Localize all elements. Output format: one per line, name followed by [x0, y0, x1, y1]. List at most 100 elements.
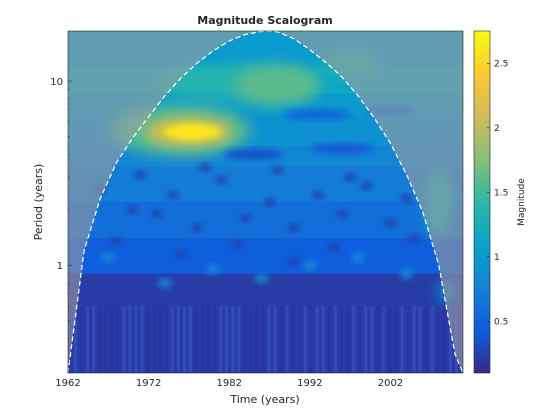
heatmap-fine-texture — [68, 306, 463, 373]
heatmap-feature — [271, 165, 284, 174]
heatmap-feature — [126, 205, 139, 214]
heatmap-feature — [283, 109, 352, 120]
heatmap-feature — [157, 278, 172, 289]
x-axis-label: Time (years) — [229, 393, 299, 406]
heatmap-feature — [263, 198, 276, 207]
heatmap-feature — [150, 209, 163, 218]
heatmap-texture-stripe — [327, 306, 331, 373]
heatmap-feature — [134, 170, 147, 179]
heatmap-feature — [399, 268, 414, 279]
heatmap-texture-stripe — [116, 306, 120, 373]
heatmap-texture-stripe — [92, 306, 96, 373]
heatmap-texture-stripe — [128, 306, 132, 373]
heatmap-texture-stripe — [334, 306, 338, 373]
heatmap-texture-stripe — [376, 306, 380, 373]
heatmap-feature — [239, 214, 252, 223]
heatmap-texture-stripe — [207, 306, 211, 373]
heatmap-texture-stripe — [309, 306, 313, 373]
heatmap-feature — [101, 252, 116, 263]
y-axis-label: Period (years) — [32, 164, 45, 241]
x-tick-label: 1972 — [136, 378, 161, 389]
heatmap-texture-stripe — [170, 306, 174, 373]
heatmap-texture-stripe — [370, 306, 374, 373]
x-tick-label: 1962 — [55, 378, 80, 389]
heatmap-texture-stripe — [194, 306, 198, 373]
heatmap-texture-stripe — [285, 306, 289, 373]
heatmap-feature — [190, 223, 203, 232]
heatmap-texture-stripe — [291, 306, 295, 373]
heatmap-texture-stripe — [430, 306, 434, 373]
heatmap-texture-stripe — [442, 306, 446, 373]
x-axis: 1962 1972 1982 1992 2002 — [55, 369, 403, 389]
heatmap-feature — [206, 264, 221, 275]
heatmap-feature — [110, 237, 123, 246]
heatmap-texture-stripe — [315, 306, 319, 373]
cone-of-influence-line — [68, 31, 463, 373]
plot-area — [68, 31, 463, 373]
x-tick-label: 1992 — [297, 378, 322, 389]
heatmap-feature — [328, 243, 341, 252]
heatmap-texture-stripe — [394, 306, 398, 373]
heatmap-texture-stripe — [176, 306, 180, 373]
heatmap-feature — [215, 176, 228, 185]
heatmap-feature — [164, 123, 221, 140]
colorbar-tick-label: 2.5 — [494, 59, 508, 69]
heatmap-band — [68, 273, 463, 373]
heatmap-texture-stripe — [80, 306, 84, 373]
heatmap-texture-stripe — [279, 306, 283, 373]
colorbar-tick-label: 1 — [494, 253, 500, 263]
heatmap-texture-stripe — [122, 306, 126, 373]
colorbar-tick-label: 2 — [494, 124, 500, 134]
heatmap-texture-stripe — [382, 306, 386, 373]
heatmap-texture-stripe — [448, 306, 452, 373]
heatmap-feature — [344, 173, 357, 182]
heatmap-feature — [302, 260, 317, 271]
x-tick-label: 1982 — [216, 378, 241, 389]
heatmap-feature — [384, 218, 397, 227]
heatmap-texture-stripe — [249, 306, 253, 373]
heatmap-texture-stripe — [418, 306, 422, 373]
chart-title: Magnitude Scalogram — [197, 14, 332, 27]
heatmap-texture-stripe — [237, 306, 241, 373]
x-tick-label: 2002 — [378, 378, 403, 389]
heatmap-texture-stripe — [297, 306, 301, 373]
heatmap-texture-stripe — [158, 306, 162, 373]
heatmap-feature — [336, 209, 349, 218]
heatmap-texture-stripe — [110, 306, 114, 373]
heatmap-texture-stripe — [303, 306, 307, 373]
heatmap-texture-stripe — [388, 306, 392, 373]
heatmap-texture-stripe — [188, 306, 192, 373]
heatmap-texture-stripe — [358, 306, 362, 373]
heatmap-texture-stripe — [152, 306, 156, 373]
heatmap-feature — [174, 250, 187, 259]
heatmap-texture-stripe — [225, 306, 229, 373]
heatmap-texture-stripe — [140, 306, 144, 373]
heatmap-texture-stripe — [146, 306, 150, 373]
heatmap-feature — [166, 191, 179, 200]
heatmap-texture-stripe — [400, 306, 404, 373]
heatmap-band — [68, 238, 463, 274]
heatmap-feature — [360, 181, 373, 190]
heatmap-feature — [254, 273, 269, 284]
heatmap-texture-stripe — [213, 306, 217, 373]
heatmap-feature — [310, 143, 375, 154]
cone-of-influence-shade — [68, 31, 463, 373]
heatmap-feature — [287, 223, 300, 232]
heatmap-feature — [408, 234, 421, 243]
heatmap-texture-stripe — [340, 306, 344, 373]
heatmap-feature — [400, 194, 413, 203]
heatmap-feature — [223, 149, 284, 160]
heatmap-texture-stripe — [243, 306, 247, 373]
heatmap-texture-stripe — [346, 306, 350, 373]
colorbar — [473, 30, 491, 374]
heatmap-texture-stripe — [74, 306, 78, 373]
heatmap-texture-stripe — [134, 306, 138, 373]
heatmap-texture-stripe — [261, 306, 265, 373]
heatmap-texture-stripe — [98, 306, 102, 373]
heatmap-feature — [287, 257, 300, 266]
colorbar-tick-label: 1.5 — [494, 188, 508, 198]
heatmap-texture-stripe — [321, 306, 325, 373]
heatmap-feature — [311, 191, 324, 200]
heatmap-band — [68, 202, 463, 239]
